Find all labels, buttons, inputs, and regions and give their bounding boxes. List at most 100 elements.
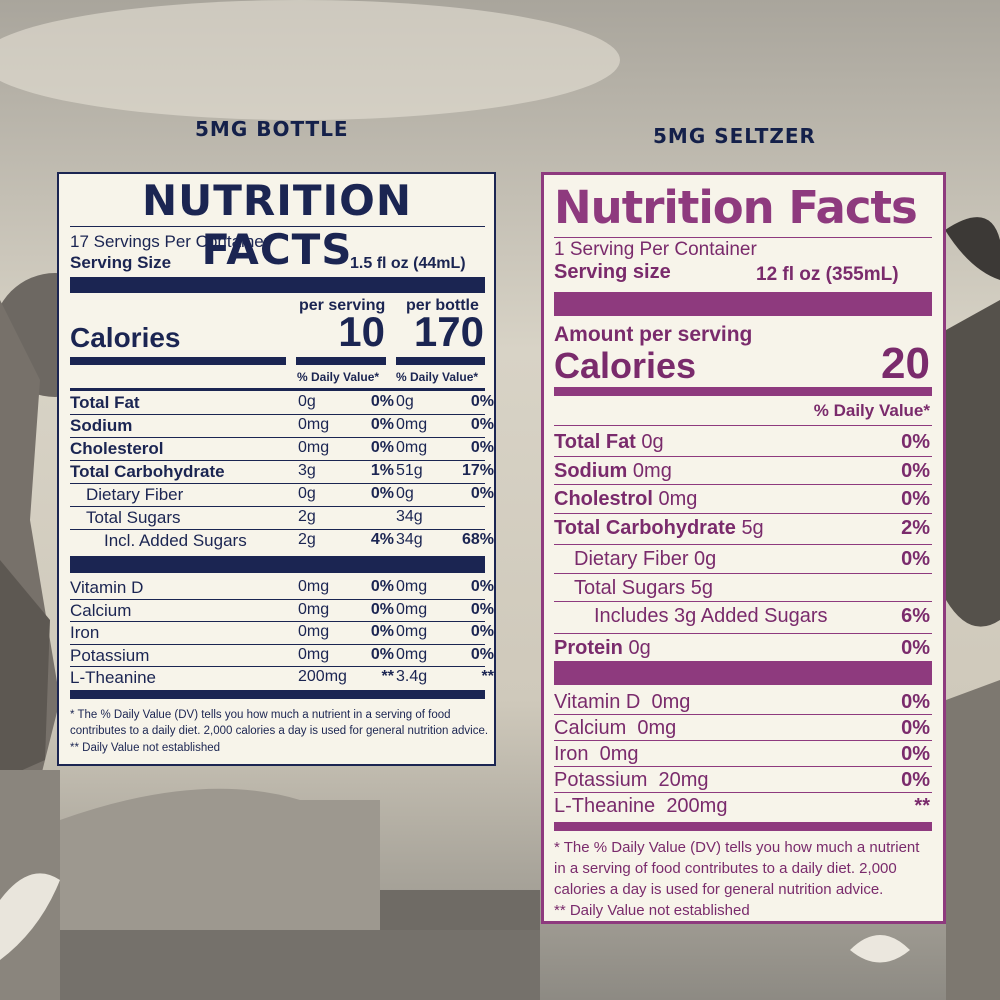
serving-percent: 1%: [370, 462, 394, 479]
vitamin-percent: 0%: [901, 717, 930, 739]
nutrient-name: Protein 0g: [554, 637, 651, 660]
vitamin-row: Vitamin D 0mg 0% 0mg 0%: [70, 577, 494, 599]
bottle-percent: 0%: [470, 393, 494, 410]
nutrient-name-text: Total Sugars: [574, 576, 686, 599]
nutrient-percent: 0%: [901, 431, 930, 453]
bottle-amount: 0mg: [396, 623, 428, 640]
nutrient-row: Includes 3g Added Sugars 6%: [554, 603, 932, 629]
nutrient-name: Cholesterol: [70, 439, 164, 458]
bottle-amount: 34g: [396, 508, 423, 525]
nutrient-name: Total Fat 0g: [554, 431, 664, 454]
serving-size-label: Serving size: [554, 261, 671, 283]
nutrient-name-text: Total Fat: [554, 431, 636, 453]
nutrient-name-text: Includes 3g Added Sugars: [594, 605, 828, 627]
vitamin-percent: 0%: [901, 691, 930, 713]
nutrient-name: Total Carbohydrate 5g: [554, 517, 764, 540]
serving-percent: 0%: [370, 416, 394, 433]
serving-percent: 0%: [370, 439, 394, 456]
serving-amount: 0g: [298, 485, 316, 502]
vitamin-row: Potassium 0mg 0% 0mg 0%: [70, 645, 494, 667]
vitamin-percent: **: [914, 795, 930, 817]
footnote-not-established: ** Daily Value not established: [70, 742, 221, 754]
serving-percent: 0%: [370, 485, 394, 502]
nutrient-row: Total Fat 0g 0%: [554, 429, 932, 455]
serving-size-value: 1.5 fl oz (44mL): [350, 255, 466, 272]
calories-per-bottle: 170: [413, 308, 484, 355]
calories-per-serving: 10: [338, 308, 385, 355]
nutrient-name: Dietary Fiber: [86, 485, 184, 504]
nutrient-name: Total Sugars 5g: [574, 577, 713, 600]
servings-per-container: 17 Servings Per Container: [70, 232, 270, 251]
seltzer-nutrition-label: Nutrition Facts 1 Serving Per Container …: [541, 172, 946, 924]
bottle-percent: 0%: [470, 439, 494, 456]
nutrient-row: Cholestrol 0mg 0%: [554, 486, 932, 512]
nutrient-row: Total Carbohydrate 3g 1% 51g 17%: [70, 461, 494, 483]
bottle-percent: 0%: [470, 600, 494, 618]
bottle-percent: 0%: [470, 578, 494, 595]
bottle-percent: 0%: [470, 645, 494, 663]
nutrient-row: Total Carbohydrate 5g 2%: [554, 515, 932, 541]
nutrient-name-text: Cholestrol: [554, 488, 653, 510]
dv-label-serving: % Daily Value*: [297, 370, 380, 384]
nutrient-amount: 0mg: [658, 488, 698, 510]
nutrient-amount: 0mg: [632, 459, 672, 482]
nutrient-name: Total Fat: [70, 393, 140, 412]
vitamin-name: Potassium: [70, 645, 150, 665]
nutrient-name: Includes 3g Added Sugars: [594, 605, 828, 628]
vitamin-name: Calcium: [70, 600, 132, 620]
vitamin-amount: 200mg: [666, 795, 728, 817]
nutrient-percent: 2%: [901, 516, 930, 539]
bottle-amount: 0mg: [396, 600, 428, 618]
nutrient-name-text: Sodium: [554, 459, 628, 482]
thick-divider: [70, 277, 485, 293]
vitamin-name: Calcium 0mg: [554, 717, 676, 740]
footnote-not-established: ** Daily Value not established: [554, 902, 750, 919]
nutrient-amount: 0g: [641, 431, 664, 453]
vitamin-name: Potassium 20mg: [554, 769, 709, 792]
vitamin-percent: 0%: [901, 743, 930, 765]
nutrient-row: Total Fat 0g 0% 0g 0%: [70, 392, 494, 414]
serving-percent: 0%: [370, 645, 394, 663]
nutrient-name: Incl. Added Sugars: [104, 531, 247, 550]
calories-value: 20: [881, 339, 930, 388]
serving-size-label: Serving Size: [70, 253, 172, 272]
vitamin-row: Calcium 0mg 0%: [554, 715, 932, 741]
nutrient-row: Dietary Fiber 0g 0%: [554, 546, 932, 572]
nutrient-name: Sodium: [70, 416, 133, 435]
nutrient-percent: 6%: [901, 605, 930, 627]
nutrient-name: Total Carbohydrate: [70, 462, 225, 481]
nutrient-percent: 0%: [901, 548, 930, 570]
serving-percent: 0%: [370, 623, 394, 640]
vitamin-row: Iron 0mg 0% 0mg 0%: [70, 622, 494, 644]
nutrient-row: Cholesterol 0mg 0% 0mg 0%: [70, 438, 494, 460]
nutrient-row: Protein 0g 0%: [554, 635, 932, 661]
serving-amount: 0mg: [298, 623, 330, 640]
water: [60, 930, 540, 1000]
bottle-amount: 51g: [396, 462, 423, 479]
bottle-amount: 0mg: [396, 578, 428, 595]
footnote-dv: * The % Daily Value (DV) tells you how m…: [70, 709, 489, 737]
vitamin-row: Vitamin D 0mg 0%: [554, 689, 932, 715]
right-heading: 5MG SELTZER: [653, 124, 816, 148]
thick-divider-2: [554, 661, 932, 685]
serving-amount: 3g: [298, 462, 316, 479]
bottle-amount: 0g: [396, 393, 414, 410]
vitamin-row: L-Theanine 200mg **: [554, 793, 932, 819]
thick-divider: [554, 292, 932, 316]
nutrient-name: Sodium 0mg: [554, 460, 672, 483]
label-title: Nutrition Facts: [554, 181, 918, 234]
nutrient-row: Dietary Fiber 0g 0% 0g 0%: [70, 484, 494, 506]
serving-amount: 0g: [298, 393, 316, 410]
vitamin-name-text: Vitamin D: [554, 691, 641, 713]
nutrient-amount: 5g: [690, 576, 713, 599]
nutrient-row: Incl. Added Sugars 2g 4% 34g 68%: [70, 530, 494, 552]
nutrient-percent: 0%: [901, 636, 930, 659]
vitamin-name-text: Calcium: [554, 717, 627, 739]
servings-per-container: 1 Serving Per Container: [554, 239, 757, 260]
nutrient-row: Total Sugars 2g 34g: [70, 507, 485, 529]
nutrient-amount: 5g: [741, 516, 764, 539]
bottle-percent: 0%: [470, 416, 494, 433]
bottle-nutrition-label: NUTRITION FACTS 17 Servings Per Containe…: [57, 172, 496, 766]
serving-percent: 0%: [370, 578, 394, 595]
nutrient-percent: 0%: [901, 459, 930, 482]
